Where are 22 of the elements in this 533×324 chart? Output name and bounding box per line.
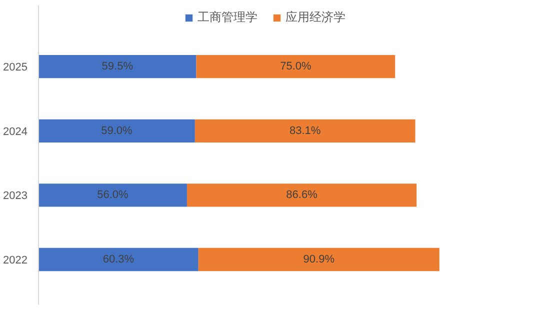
y-tick-label: 2025 <box>3 62 28 74</box>
data-label: 75.0% <box>280 60 312 73</box>
bar <box>38 184 187 207</box>
y-tick-label: 2023 <box>3 190 28 202</box>
bar <box>38 55 196 78</box>
data-label: 59.5% <box>102 60 134 73</box>
bar <box>196 55 396 78</box>
data-label: 60.3% <box>102 253 134 266</box>
legend-label: 应用经济学 <box>286 9 346 26</box>
bar <box>198 248 440 272</box>
bar <box>186 184 417 207</box>
y-tick-label: 2024 <box>3 126 28 138</box>
data-label: 90.9% <box>303 253 335 266</box>
legend-label: 工商管理学 <box>198 9 258 26</box>
bar <box>38 119 195 142</box>
data-label: 86.6% <box>286 189 318 202</box>
data-label: 56.0% <box>97 189 129 202</box>
bar <box>38 248 198 272</box>
data-label: 83.1% <box>290 124 321 137</box>
bar <box>194 119 416 142</box>
data-label: 59.0% <box>101 124 133 137</box>
y-tick-label: 2022 <box>3 254 28 266</box>
